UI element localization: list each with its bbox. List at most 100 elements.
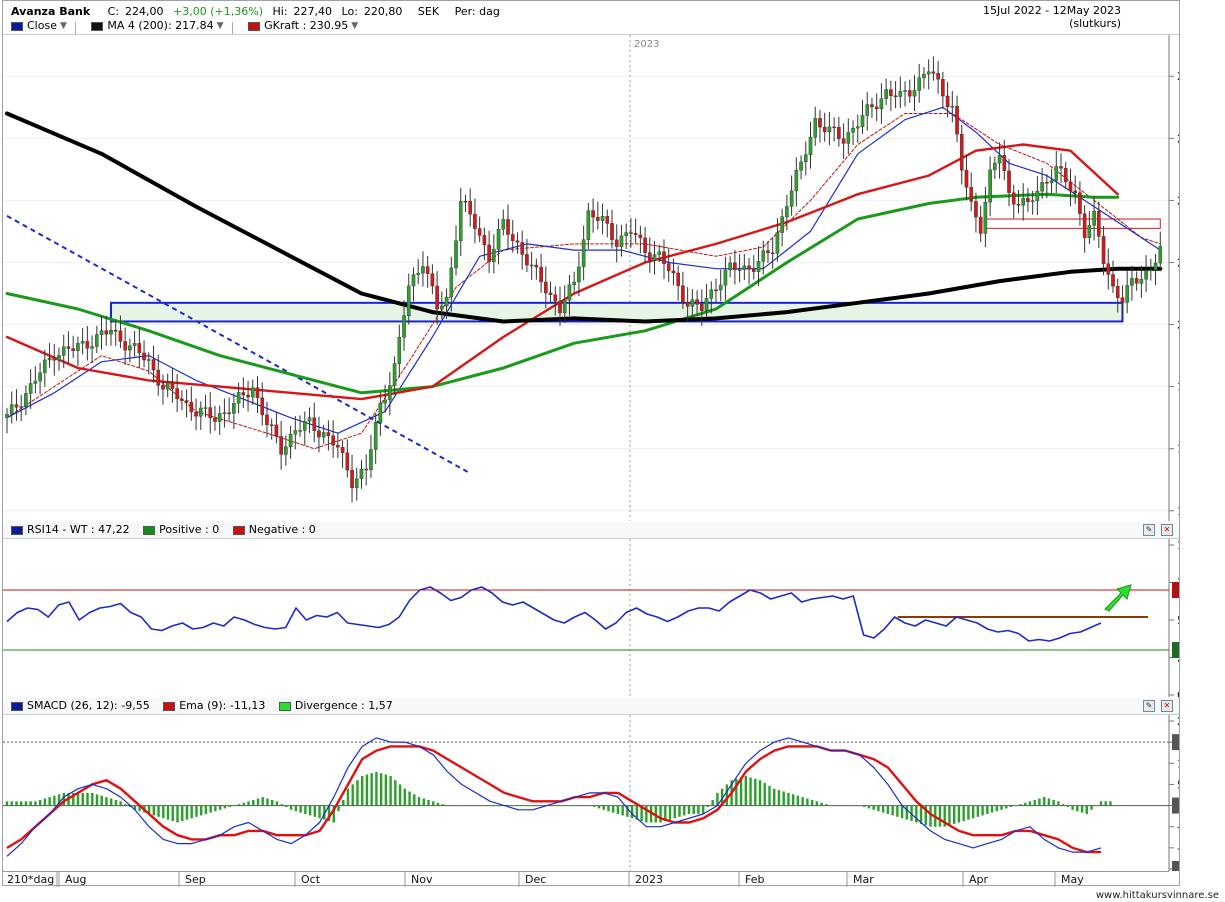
divergence-bar	[214, 805, 217, 812]
legend-gkraft[interactable]: GKraft : 230.95 ▼	[248, 18, 358, 34]
candle-body	[1092, 210, 1096, 226]
divergence-bar	[877, 805, 880, 812]
legend-ma[interactable]: MA 4 (200): 217.84 ▼	[91, 18, 224, 34]
legend-negative[interactable]: Negative : 0	[232, 522, 316, 538]
legend-positive[interactable]: Positive : 0	[143, 522, 219, 538]
candle-body	[818, 118, 822, 128]
candle-body	[841, 138, 846, 144]
candle-body	[789, 190, 794, 207]
candle-body	[624, 232, 628, 236]
divergence-bar	[469, 805, 473, 807]
candle-body	[406, 285, 411, 316]
candle-body	[690, 299, 695, 307]
divergence-bar	[360, 775, 364, 806]
divergence-bar	[815, 801, 819, 806]
legend-separator	[74, 21, 76, 34]
divergence-bar	[432, 801, 435, 806]
divergence-bar	[176, 805, 179, 823]
chevron-down-icon[interactable]: ▼	[216, 21, 224, 31]
chevron-down-icon[interactable]: ▼	[351, 21, 359, 31]
candle-body	[874, 106, 879, 110]
candle-body	[312, 417, 317, 431]
wrench-icon[interactable]: ✎	[1143, 700, 1155, 712]
close-icon[interactable]: ✕	[1161, 524, 1173, 536]
resistance-zone	[984, 218, 1161, 229]
divergence-bar	[38, 799, 42, 806]
divergence-bar	[668, 805, 672, 820]
candle-body	[780, 216, 784, 233]
chart-header: Avanza Bank C: 224,00 +3,00 (+1,36%) Hi: 2…	[11, 3, 1179, 21]
divergence-bar	[720, 788, 724, 806]
divergence-bar	[91, 792, 94, 806]
candle-body	[383, 399, 387, 404]
divergence-bar	[275, 801, 279, 806]
divergence-bar	[664, 805, 667, 822]
candle-body	[1087, 225, 1092, 238]
divergence-bar	[900, 805, 904, 819]
rsi-chart[interactable]: 02550751007030	[3, 539, 1179, 697]
price-chart[interactable]: 140.0 160.0 180.0 200.0 220.0 240.0 260.0 280.0…	[3, 35, 1179, 521]
candle-body	[128, 345, 132, 351]
candle-body	[662, 251, 666, 264]
candle-body	[832, 126, 836, 129]
divergence-bar	[1109, 801, 1112, 806]
candle-body	[449, 267, 454, 298]
candle-body	[99, 330, 104, 335]
divergence-bar	[938, 805, 942, 827]
candle-body	[1158, 246, 1163, 264]
candle-body	[265, 414, 269, 425]
divergence-bar	[247, 801, 250, 806]
divergence-bar	[332, 805, 335, 823]
candle-body	[123, 341, 127, 351]
candle-body	[38, 372, 42, 382]
divergence-bar	[427, 799, 430, 806]
divergence-bar	[701, 805, 705, 815]
candle-body	[704, 298, 709, 311]
legend-rsi[interactable]: RSI14 - WT : 47,22	[11, 522, 130, 538]
candle-body	[496, 229, 501, 250]
legend-divergence[interactable]: Divergence : 1,57	[278, 698, 393, 714]
macd-chart[interactable]: -15-10-5.005.0101520150-15	[3, 715, 1179, 871]
candle-body	[170, 382, 175, 389]
candle-body	[203, 407, 208, 409]
candle-body	[539, 266, 543, 283]
divergence-bar	[280, 804, 283, 806]
candle-body	[851, 127, 855, 133]
legend-ema[interactable]: Ema (9): -11,13	[163, 698, 265, 714]
chevron-down-icon[interactable]: ▼	[59, 21, 67, 31]
candle-body	[1111, 274, 1115, 287]
close-label: C:	[107, 5, 120, 18]
candle-body	[260, 397, 265, 416]
low-label: Lo:	[341, 5, 358, 18]
candle-body	[1059, 166, 1063, 169]
candle-body	[269, 424, 274, 426]
divergence-bar	[706, 805, 710, 807]
legend-close[interactable]: Close ▼	[11, 18, 67, 34]
candle-body	[24, 393, 28, 407]
candle-body	[643, 237, 647, 253]
divergence-bar	[507, 805, 511, 807]
candle-body	[577, 266, 581, 283]
divergence-bar	[190, 805, 193, 819]
divergence-bar	[242, 802, 245, 806]
legend-smacd[interactable]: SMACD (26, 12): -9,55	[11, 698, 150, 714]
wrench-icon[interactable]: ✎	[1143, 524, 1155, 536]
close-icon[interactable]: ✕	[1161, 700, 1173, 712]
candle-body	[525, 254, 529, 266]
candle-body	[756, 261, 761, 272]
y-tick-label: 0	[1177, 689, 1179, 697]
divergence-bar	[403, 788, 407, 806]
candle-body	[288, 434, 293, 448]
candle-body	[208, 407, 213, 419]
divergence-bar	[976, 805, 980, 817]
candle-body	[1030, 200, 1035, 202]
candle-body	[1016, 203, 1021, 206]
divergence-bar	[474, 805, 478, 807]
candle-body	[369, 449, 373, 470]
candle-body	[463, 200, 468, 203]
divergence-bar	[119, 801, 122, 806]
divergence-bar	[166, 805, 170, 820]
divergence-bar	[479, 805, 482, 807]
divergence-bar	[185, 805, 189, 820]
y-tick-label: 180.0	[1177, 381, 1179, 394]
